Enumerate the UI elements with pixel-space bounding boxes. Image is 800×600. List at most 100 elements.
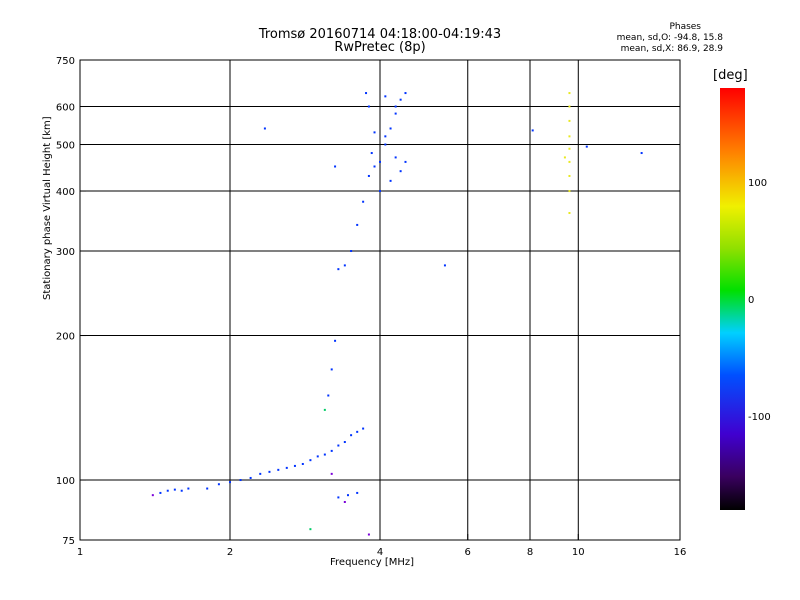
y-tick-label: 600 [56, 103, 75, 114]
data-point [362, 200, 365, 203]
colorbar-label: [deg] [713, 68, 748, 83]
data-point [367, 174, 370, 177]
grid-lines [80, 60, 680, 540]
data-point [384, 135, 387, 138]
colorbar-tick-label: 100 [748, 178, 767, 189]
data-point [151, 494, 154, 497]
data-point [301, 462, 304, 465]
data-point [404, 92, 407, 95]
colorbar-tick-label: -100 [748, 412, 771, 423]
data-point [337, 268, 340, 271]
data-point [159, 491, 162, 494]
x-tick-label: 1 [77, 547, 83, 558]
data-point [394, 112, 397, 115]
data-point [323, 453, 326, 456]
data-point [568, 174, 571, 177]
data-point [334, 165, 337, 168]
data-point [173, 488, 176, 491]
data-point [343, 264, 346, 267]
y-tick-label: 100 [56, 476, 75, 487]
data-point [394, 105, 397, 108]
data-point [249, 476, 252, 479]
data-point [309, 459, 312, 462]
data-point [389, 179, 392, 182]
phases-stats-title: Phases [669, 22, 701, 32]
data-point [568, 160, 571, 163]
data-point [404, 160, 407, 163]
data-point [568, 105, 571, 108]
chart-title: Tromsø 20160714 04:18:00-04:19:43 [258, 27, 502, 42]
x-tick-label: 4 [377, 547, 383, 558]
data-point [531, 129, 534, 132]
x-tick-label: 2 [227, 547, 233, 558]
data-point [206, 487, 209, 490]
y-tick-label: 500 [56, 141, 75, 152]
x-tick-label: 8 [527, 547, 533, 558]
data-point [367, 533, 370, 536]
data-point [285, 466, 288, 469]
data-point [394, 156, 397, 159]
data-point [316, 455, 319, 458]
data-point [334, 339, 337, 342]
axis-ticks: 1 2 4 6 8 10 16 75 100 200 300 400 500 600 750 [56, 56, 686, 558]
data-point [399, 170, 402, 173]
data-point [384, 95, 387, 98]
data-point [356, 430, 359, 433]
data-points [151, 92, 643, 536]
data-point [263, 127, 266, 130]
data-point [568, 135, 571, 138]
data-point [268, 470, 271, 473]
data-point [259, 472, 262, 475]
y-tick-label: 750 [56, 56, 75, 67]
data-point [330, 472, 333, 475]
x-tick-label: 6 [465, 547, 471, 558]
data-point [568, 190, 571, 193]
data-point [350, 250, 353, 253]
data-point [568, 92, 571, 95]
data-point [365, 92, 368, 95]
y-tick-label: 75 [62, 536, 75, 547]
data-point [346, 494, 349, 497]
data-point [166, 489, 169, 492]
colorbar-tick-label: 0 [748, 295, 754, 306]
data-point [217, 483, 220, 486]
data-point [389, 127, 392, 130]
data-point [337, 444, 340, 447]
colorbar [720, 88, 745, 510]
data-point [293, 464, 296, 467]
data-point [180, 489, 183, 492]
x-tick-label: 10 [572, 547, 585, 558]
data-point [362, 427, 365, 430]
data-point [229, 481, 231, 484]
data-point [384, 143, 387, 146]
data-point [330, 368, 333, 371]
x-tick-label: 16 [674, 547, 687, 558]
data-point [568, 119, 571, 122]
data-point [309, 528, 312, 531]
phases-stats-o: mean, sd,O: -94.8, 15.8 [616, 33, 723, 43]
data-point [370, 152, 373, 155]
data-point [379, 190, 381, 193]
data-point [568, 147, 571, 150]
data-point [327, 394, 330, 397]
data-point [343, 500, 346, 503]
y-tick-label: 200 [56, 332, 75, 343]
data-point [568, 212, 571, 215]
data-point [379, 160, 381, 163]
data-point [640, 152, 643, 155]
data-point [277, 468, 280, 471]
data-point [585, 145, 588, 148]
data-point [399, 98, 402, 101]
phases-stats-x: mean, sd,X: 86.9, 28.9 [620, 44, 723, 54]
data-point [187, 487, 190, 490]
data-point [367, 105, 370, 108]
y-tick-label: 400 [56, 187, 75, 198]
data-point [373, 131, 376, 134]
y-tick-label: 300 [56, 247, 75, 258]
data-point [343, 441, 346, 444]
data-point [350, 434, 353, 437]
data-point [563, 156, 566, 159]
data-point [356, 491, 359, 494]
data-point [330, 449, 333, 452]
